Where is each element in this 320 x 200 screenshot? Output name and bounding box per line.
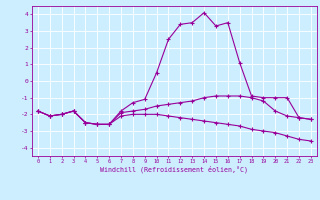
X-axis label: Windchill (Refroidissement éolien,°C): Windchill (Refroidissement éolien,°C) [100, 166, 248, 173]
